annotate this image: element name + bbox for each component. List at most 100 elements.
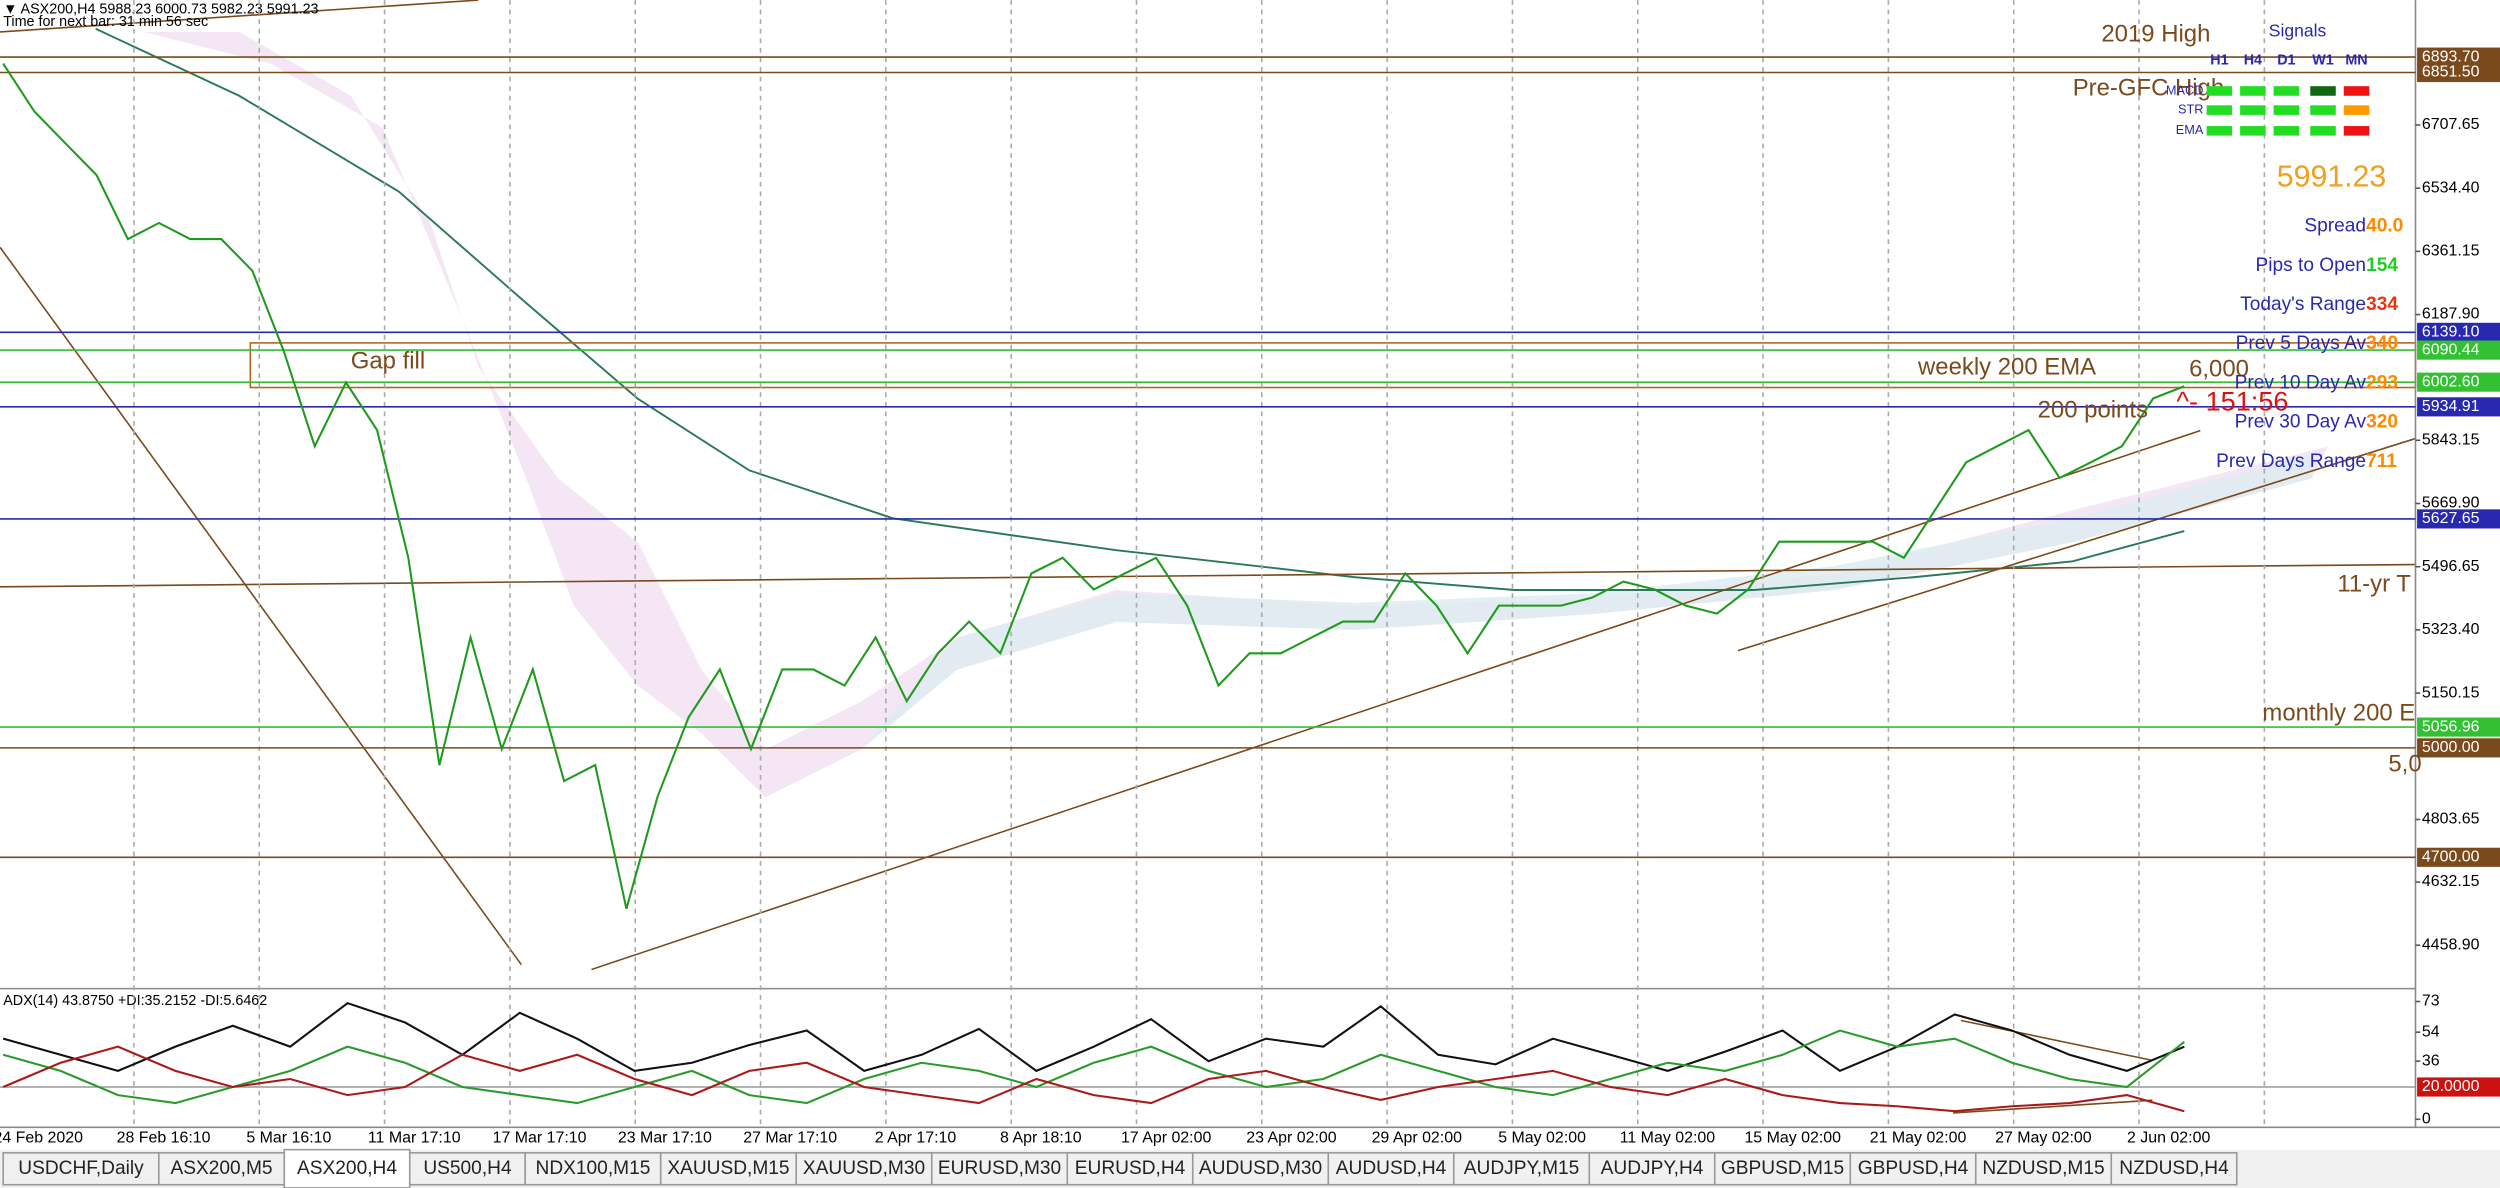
tab[interactable] (158, 1152, 286, 1186)
info-value: 334 (2366, 294, 2398, 315)
tab-label[interactable]: ASX200,H4 (297, 1158, 397, 1179)
tab-label[interactable]: AUDUSD,H4 (1336, 1158, 1447, 1179)
signal-row: EMA (2176, 122, 2204, 137)
tab[interactable] (1327, 1152, 1455, 1186)
x-tick-label: 11 May 02:00 (1620, 1130, 1716, 1147)
info-label: Prev Days Range (2216, 451, 2366, 472)
level-label: 4700.00 (2422, 848, 2480, 865)
signal-row: STR (2178, 101, 2204, 116)
tab-label[interactable]: EURUSD,M30 (938, 1158, 1061, 1179)
tab-label[interactable]: XAUUSD,M30 (803, 1158, 925, 1179)
level-box (2417, 372, 2500, 392)
tab-label[interactable]: ASX200,M5 (171, 1158, 273, 1179)
tab-label[interactable]: AUDJPY,H4 (1601, 1158, 1704, 1179)
level-box (2417, 340, 2500, 360)
tab-label[interactable]: AUDUSD,M30 (1199, 1158, 1322, 1179)
level-label: 6893.70 (2422, 48, 2480, 65)
trend-line (1737, 437, 2416, 652)
signal-cell (2343, 86, 2370, 96)
level-label: 20.0000 (2422, 1078, 2480, 1095)
signal-cell (2310, 105, 2336, 115)
adx-title: ADX(14) 43.8750 +DI:35.2152 -DI:5.6462 (3, 993, 267, 1009)
signal-cell (2240, 105, 2266, 115)
tab-label[interactable]: NZDUSD,M15 (1982, 1158, 2104, 1179)
series-line (2, 1001, 2185, 1073)
signal-column: H1 (2210, 52, 2228, 68)
tab-label[interactable]: XAUUSD,M15 (667, 1158, 789, 1179)
info-label: Pips to Open (2255, 255, 2366, 276)
trend-line (0, 0, 479, 33)
annotation: 5,0 (2388, 751, 2421, 778)
y-tick-label: 5496.65 (2422, 558, 2480, 575)
info-value: 154 (2366, 255, 2398, 276)
info-label: Spread (2304, 216, 2366, 237)
tab[interactable] (659, 1152, 798, 1186)
signal-cell (2273, 86, 2300, 96)
last-price: 5991.23 (2277, 161, 2386, 194)
level-box (2417, 509, 2500, 529)
y-tick-label: 73 (2422, 993, 2440, 1010)
series-line (2, 1029, 2185, 1105)
y-tick-label: 6361.15 (2422, 243, 2480, 260)
tab-label[interactable]: AUDJPY,M15 (1464, 1158, 1580, 1179)
info-label: Prev 5 Days Av (2236, 333, 2367, 354)
tab-label[interactable]: GBPUSD,M15 (1721, 1158, 1844, 1179)
y-tick-label: 0 (2422, 1110, 2431, 1127)
level-label: 6139.10 (2422, 324, 2480, 341)
signal-column: W1 (2312, 52, 2334, 68)
tab[interactable] (930, 1152, 1069, 1186)
x-tick-label: 5 May 02:00 (1498, 1130, 1586, 1147)
trend-line (591, 429, 2201, 971)
x-tick-label: 2 Apr 17:10 (875, 1130, 957, 1147)
tab[interactable] (2, 1152, 160, 1186)
tab[interactable] (1191, 1152, 1330, 1186)
tab-label[interactable]: GBPUSD,H4 (1858, 1158, 1969, 1179)
x-tick-label: 17 Apr 02:00 (1121, 1130, 1212, 1147)
y-tick-label: 6534.40 (2422, 179, 2480, 196)
info-label: Prev 30 Day Av (2235, 412, 2367, 433)
tab-label[interactable]: NDX100,M15 (536, 1158, 651, 1179)
level-box (2417, 738, 2500, 758)
tab-label[interactable]: US500,H4 (423, 1158, 512, 1179)
bar-timer: Time for next bar: 31 min 56 sec (3, 14, 208, 30)
x-tick-label: 15 May 02:00 (1744, 1130, 1841, 1147)
tab-label[interactable]: NZDUSD,H4 (2119, 1158, 2229, 1179)
tab[interactable] (795, 1152, 933, 1186)
level-label: 6002.60 (2422, 373, 2480, 390)
signal-cell (2273, 126, 2300, 136)
level-box (2417, 717, 2500, 737)
signal-row: MACD (2166, 82, 2204, 97)
tab-label[interactable]: EURUSD,H4 (1075, 1158, 1186, 1179)
x-tick-label: 8 Apr 18:10 (1000, 1130, 1082, 1147)
tab[interactable] (1452, 1152, 1591, 1186)
y-tick-label: 54 (2422, 1023, 2440, 1040)
tab[interactable] (2110, 1152, 2238, 1186)
annotation: 6,000 (2189, 355, 2249, 382)
signal-cell (2206, 105, 2233, 115)
signal-cell (2206, 126, 2233, 136)
x-tick-label: 27 Mar 17:10 (743, 1130, 837, 1147)
adx-divergence (1953, 1099, 2153, 1114)
y-tick-label: 6707.65 (2422, 116, 2480, 133)
signal-cell (2343, 105, 2370, 115)
info-value: 320 (2366, 412, 2398, 433)
tab[interactable] (1066, 1152, 1194, 1186)
tab-label[interactable]: USDCHF,Daily (18, 1158, 144, 1179)
annotation: 11-yr T (2337, 571, 2411, 598)
x-tick-label: 27 May 02:00 (1995, 1130, 2092, 1147)
signal-column: MN (2345, 52, 2367, 68)
tab[interactable] (283, 1148, 411, 1188)
signal-cell (2273, 105, 2300, 115)
level-label: 5934.91 (2422, 398, 2480, 415)
y-tick-label: 5150.15 (2422, 684, 2480, 701)
tab[interactable] (1849, 1152, 1977, 1186)
annotation: ^- 151:56 (2176, 386, 2288, 417)
x-tick-label: 21 May 02:00 (1870, 1130, 1967, 1147)
info-value: 340 (2366, 333, 2398, 354)
info-value: 293 (2366, 372, 2398, 393)
signal-cell (2343, 126, 2370, 136)
y-tick-label: 5323.40 (2422, 621, 2480, 638)
y-tick-label: 5669.90 (2422, 495, 2480, 512)
info-value: 40.0 (2366, 216, 2403, 237)
level-label: 5000.00 (2422, 739, 2480, 756)
